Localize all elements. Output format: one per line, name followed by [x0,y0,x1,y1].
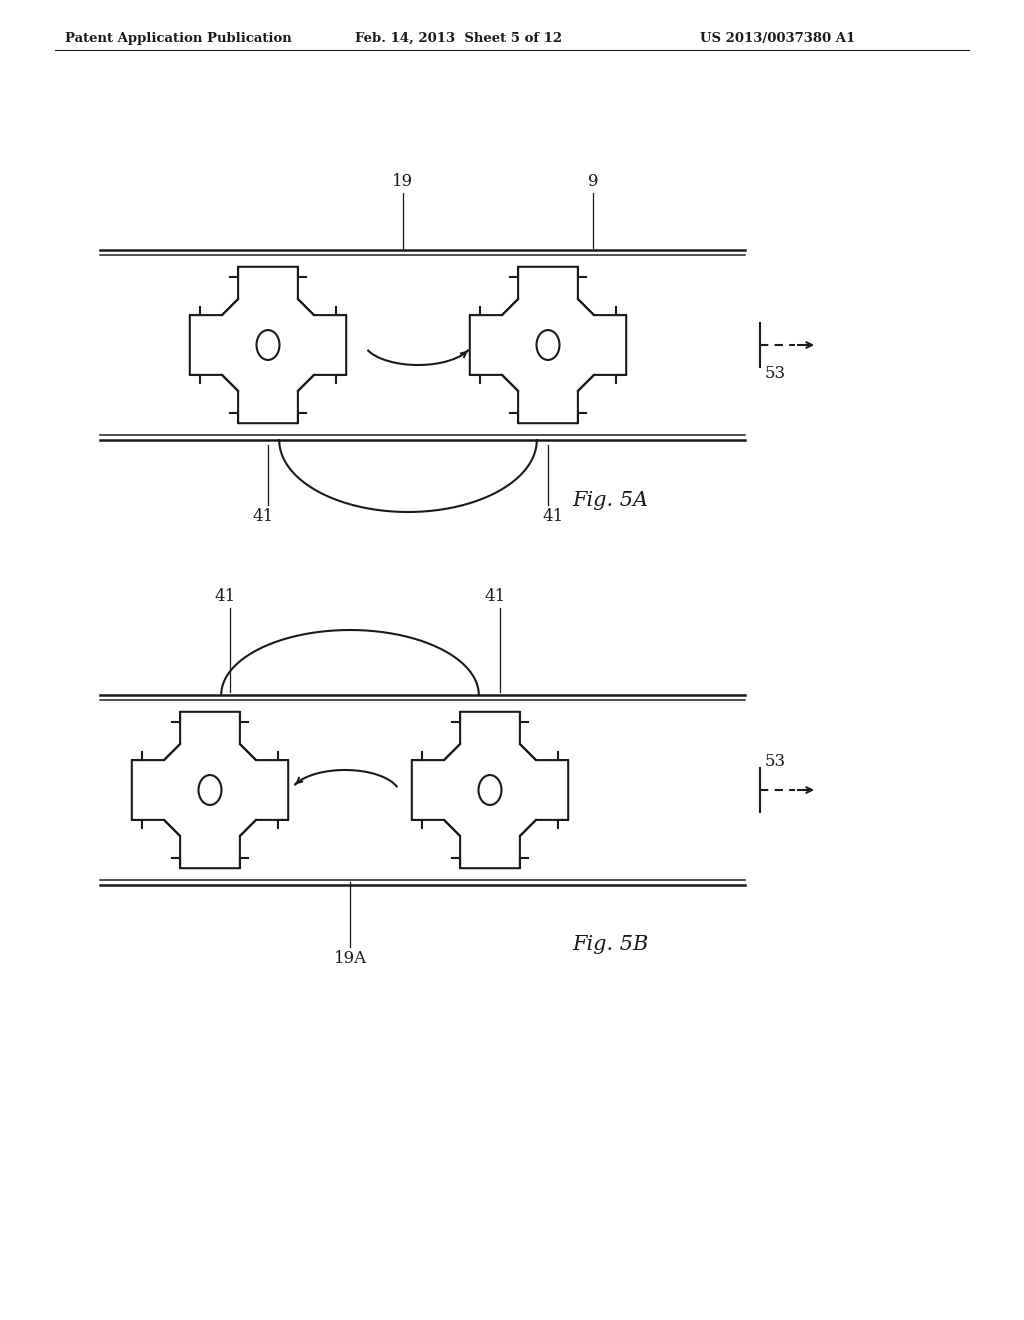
Text: 19A: 19A [334,950,367,968]
Text: Patent Application Publication: Patent Application Publication [65,32,292,45]
Text: 19: 19 [392,173,414,190]
Text: 41: 41 [543,508,563,525]
Text: 41: 41 [252,508,273,525]
Text: 41: 41 [214,587,236,605]
Text: Feb. 14, 2013  Sheet 5 of 12: Feb. 14, 2013 Sheet 5 of 12 [355,32,562,45]
Text: 9: 9 [588,173,598,190]
Text: 41: 41 [484,587,506,605]
Text: 53: 53 [765,754,786,771]
Text: Fig. 5A: Fig. 5A [572,491,648,510]
Text: 53: 53 [765,364,786,381]
Text: US 2013/0037380 A1: US 2013/0037380 A1 [700,32,855,45]
Text: Fig. 5B: Fig. 5B [571,936,648,954]
